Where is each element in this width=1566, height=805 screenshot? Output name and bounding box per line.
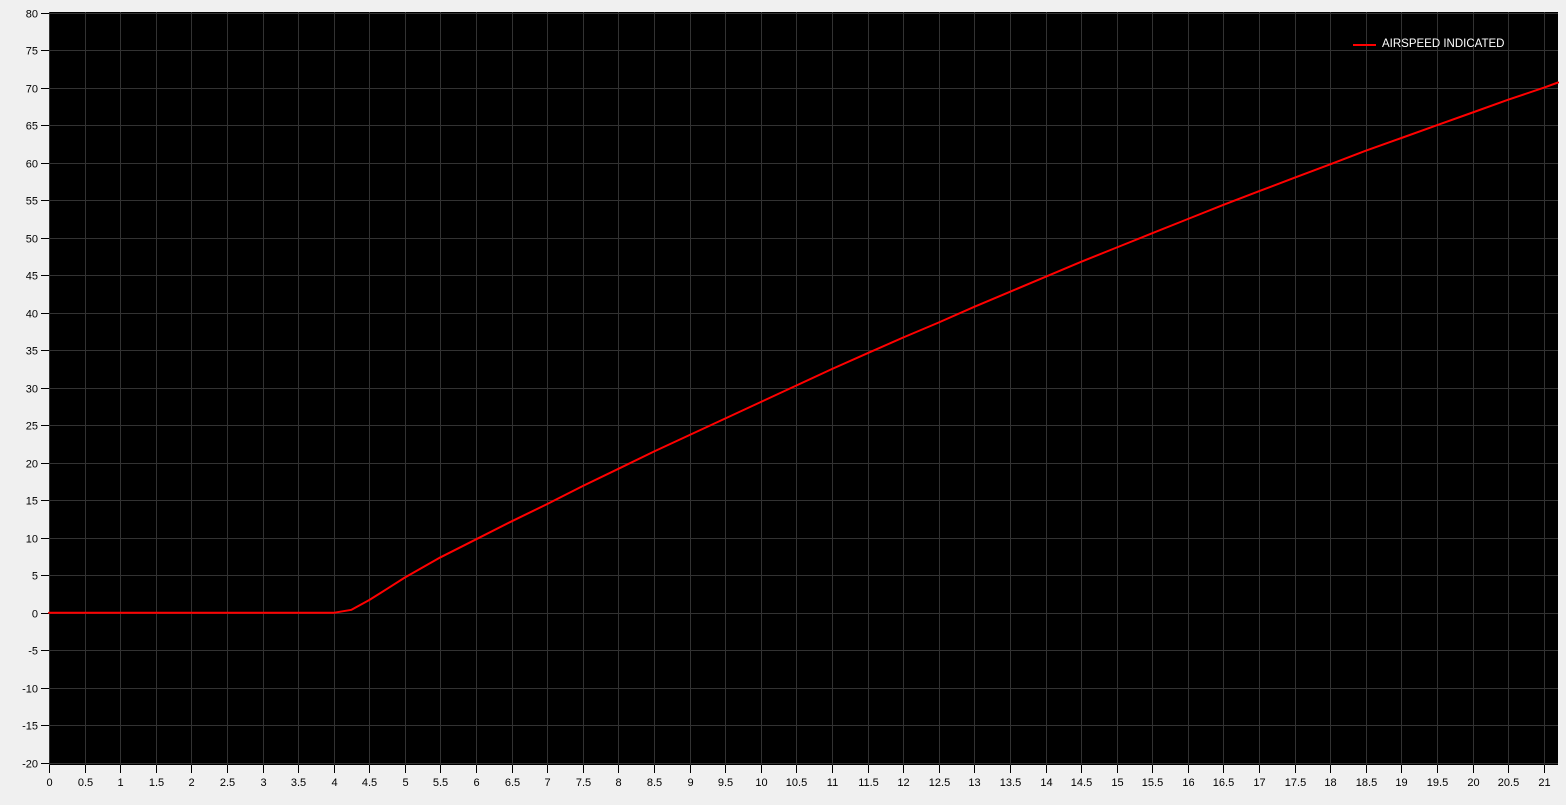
y-tick-label: 70 — [26, 84, 38, 96]
x-tick-label: 4.5 — [362, 777, 377, 789]
y-tick-label: 20 — [26, 459, 38, 471]
x-tick-label: 13.5 — [1000, 777, 1021, 789]
x-tick-label: 6 — [473, 777, 479, 789]
x-tick-label: 14 — [1040, 777, 1052, 789]
x-tick-label: 16.5 — [1213, 777, 1234, 789]
x-tick-label: 19.5 — [1427, 777, 1448, 789]
x-tick-label: 10.5 — [786, 777, 807, 789]
x-tick-label: 11 — [827, 777, 838, 789]
x-tick-label: 21 — [1538, 777, 1550, 789]
x-tick-label: 9 — [687, 777, 693, 789]
x-tick-label: 0 — [46, 777, 52, 789]
x-tick-label: 14.5 — [1071, 777, 1092, 789]
x-tick-label: 17 — [1253, 777, 1265, 789]
y-tick-label: -5 — [28, 646, 38, 658]
x-tick-label: 9.5 — [718, 777, 733, 789]
y-tick-label: 50 — [26, 234, 38, 246]
y-tick-label: 35 — [26, 346, 38, 358]
y-tick-label: -10 — [22, 684, 38, 696]
x-tick-label: 10 — [755, 777, 767, 789]
x-tick-label: 7.5 — [576, 777, 591, 789]
x-tick-label: 15.5 — [1142, 777, 1163, 789]
y-tick-label: -20 — [22, 759, 38, 771]
y-tick-label: 55 — [26, 196, 38, 208]
x-tick-label: 0.5 — [78, 777, 93, 789]
x-tick-label: 12 — [897, 777, 909, 789]
y-tick-label: 80 — [26, 9, 38, 21]
y-tick-label: 65 — [26, 121, 38, 133]
y-tick-label: -15 — [22, 721, 38, 733]
y-tick-label: 30 — [26, 384, 38, 396]
y-tick-label: 0 — [32, 609, 38, 621]
x-tick-label: 20.5 — [1498, 777, 1519, 789]
x-tick-label: 1.5 — [149, 777, 164, 789]
x-tick-label: 15 — [1111, 777, 1123, 789]
y-tick-label: 75 — [26, 46, 38, 58]
y-tick-label: 40 — [26, 309, 38, 321]
x-tick-label: 7 — [544, 777, 550, 789]
x-tick-label: 1 — [117, 777, 123, 789]
x-tick-label: 18 — [1324, 777, 1336, 789]
y-tick-label: 45 — [26, 271, 38, 283]
x-tick-label: 17.5 — [1285, 777, 1306, 789]
y-tick-label: 60 — [26, 159, 38, 171]
x-tick-label: 5 — [402, 777, 408, 789]
x-tick-label: 16 — [1182, 777, 1194, 789]
x-tick-label: 19 — [1395, 777, 1407, 789]
y-tick-label: 25 — [26, 421, 38, 433]
x-tick-label: 8.5 — [647, 777, 662, 789]
x-tick-label: 11.5 — [858, 777, 879, 789]
x-tick-label: 12.5 — [929, 777, 950, 789]
x-tick-label: 4 — [331, 777, 337, 789]
y-tick-label: 10 — [26, 534, 38, 546]
x-tick-label: 13 — [968, 777, 980, 789]
x-tick-label: 18.5 — [1356, 777, 1377, 789]
x-tick-label: 6.5 — [505, 777, 520, 789]
x-tick-label: 3 — [260, 777, 266, 789]
x-tick-label: 5.5 — [433, 777, 448, 789]
x-tick-label: 8 — [615, 777, 621, 789]
x-tick-label: 20 — [1467, 777, 1479, 789]
y-tick-label: 5 — [32, 571, 38, 583]
x-tick-label: 3.5 — [291, 777, 306, 789]
x-tick-label: 2.5 — [220, 777, 235, 789]
x-tick-label: 2 — [188, 777, 194, 789]
airspeed-line — [48, 81, 1559, 614]
y-tick-label: 15 — [26, 496, 38, 508]
